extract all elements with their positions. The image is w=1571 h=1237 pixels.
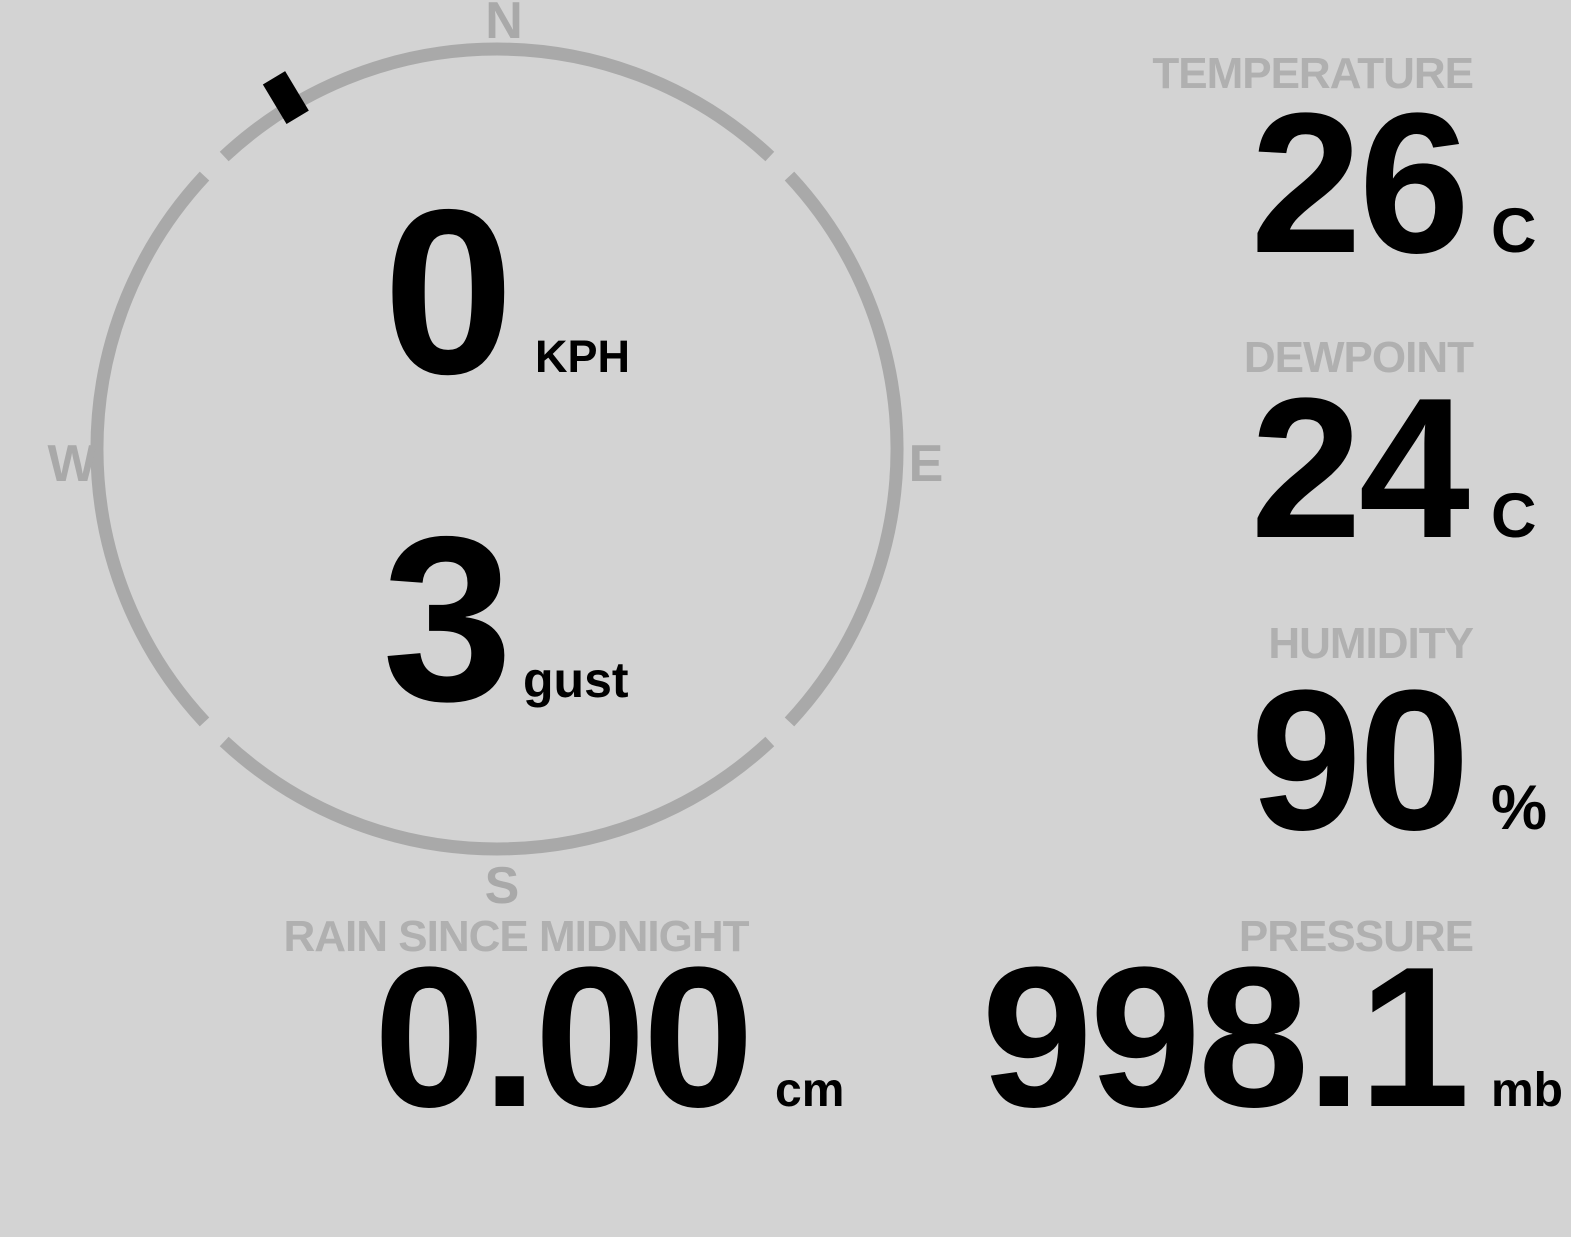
pressure-unit: mb bbox=[1491, 1064, 1563, 1117]
pressure-label: PRESSURE bbox=[1238, 912, 1474, 961]
compass-ring-arc-north bbox=[219, 42, 775, 162]
compass-ring-arc-east bbox=[784, 171, 904, 727]
humidity-value: 90 bbox=[1250, 649, 1470, 872]
dewpoint-label: DEWPOINT bbox=[1243, 333, 1474, 382]
rain-label: RAIN SINCE MIDNIGHT bbox=[283, 912, 750, 961]
pressure-value: 998.1 bbox=[981, 926, 1470, 1149]
temperature-label: TEMPERATURE bbox=[1152, 49, 1474, 98]
cardinal-west-label: W bbox=[47, 435, 97, 493]
pressure-readout: 998.1 mb bbox=[981, 926, 1564, 1149]
cardinal-east-label: E bbox=[909, 435, 944, 493]
humidity-label: HUMIDITY bbox=[1268, 619, 1474, 668]
wind-gust-label: gust bbox=[523, 652, 629, 708]
dewpoint-value: 24 bbox=[1250, 357, 1470, 580]
temperature-value: 26 bbox=[1250, 72, 1470, 295]
rain-unit: cm bbox=[775, 1064, 845, 1117]
wind-speed-value: 0 bbox=[383, 160, 511, 423]
wind-speed-unit: KPH bbox=[535, 331, 630, 382]
wind-gust-value: 3 bbox=[382, 487, 510, 750]
wind-readouts: 0 KPH 3 gust bbox=[382, 160, 630, 750]
wind-direction-marker bbox=[262, 71, 309, 124]
compass-ring-arc-west bbox=[90, 171, 210, 727]
humidity-unit: % bbox=[1491, 773, 1548, 843]
rain-value: 0.00 bbox=[373, 926, 754, 1149]
cardinal-north-label: N bbox=[485, 0, 523, 50]
dewpoint-unit: C bbox=[1491, 481, 1537, 551]
temperature-readout: 26 C bbox=[1251, 84, 1557, 284]
compass-ring-arc-south bbox=[219, 736, 775, 856]
rain-readout: 0.00 cm bbox=[373, 926, 845, 1149]
cardinal-south-label: S bbox=[485, 857, 520, 915]
humidity-readout: 90 % bbox=[1251, 661, 1557, 861]
dewpoint-readout: 24 C bbox=[1251, 369, 1557, 569]
compass-cardinals: N E S W bbox=[47, 0, 943, 915]
temperature-unit: C bbox=[1491, 196, 1537, 266]
